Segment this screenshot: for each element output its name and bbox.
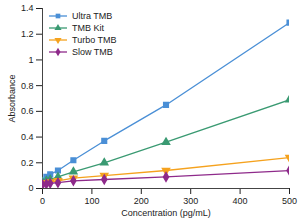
svg-text:200: 200	[134, 196, 149, 206]
svg-text:Absorbance: Absorbance	[7, 74, 17, 122]
svg-text:1.2: 1.2	[21, 29, 34, 39]
html-text:Slow TMB: Slow TMB	[72, 47, 113, 57]
svg-text:1.4: 1.4	[21, 3, 34, 13]
svg-text:0.2: 0.2	[21, 158, 34, 168]
svg-text:500: 500	[282, 196, 297, 206]
svg-text:1: 1	[28, 55, 33, 65]
html-text:Turbo TMB: Turbo TMB	[72, 35, 117, 45]
svg-text:0: 0	[40, 196, 45, 206]
svg-text:300: 300	[183, 196, 198, 206]
html-text:TMB Kit: TMB Kit	[72, 23, 104, 33]
svg-text:0.8: 0.8	[21, 81, 34, 91]
svg-text:0.6: 0.6	[21, 106, 34, 116]
svg-text:Concentration (pg/mL): Concentration (pg/mL)	[121, 208, 211, 218]
svg-text:0.4: 0.4	[21, 132, 34, 142]
svg-text:100: 100	[84, 196, 99, 206]
svg-text:0: 0	[28, 183, 33, 193]
html-text:Ultra TMB: Ultra TMB	[72, 11, 113, 21]
svg-text:400: 400	[233, 196, 248, 206]
